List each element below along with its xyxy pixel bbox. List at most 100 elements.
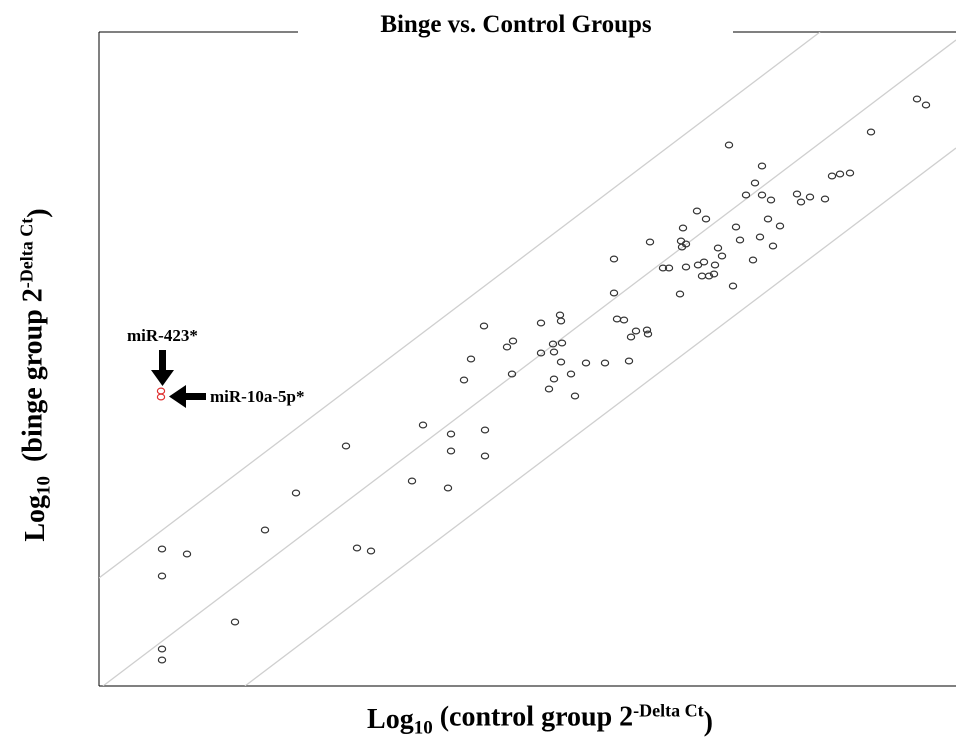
point (631, 327, 641, 335)
point (446, 447, 456, 455)
point (570, 392, 580, 400)
point (731, 223, 741, 231)
point (921, 101, 931, 109)
point (750, 179, 760, 187)
label-part: ) (22, 208, 53, 217)
point (556, 358, 566, 366)
point (157, 656, 167, 664)
point (156, 387, 166, 395)
point (156, 393, 166, 401)
point (658, 264, 668, 272)
point (845, 169, 855, 177)
point (757, 162, 767, 170)
point (536, 349, 546, 357)
point (502, 343, 512, 351)
lower-threshold (244, 147, 956, 686)
point (713, 244, 723, 252)
label-part: Log (20, 495, 51, 542)
point (609, 255, 619, 263)
point (182, 550, 192, 558)
point (709, 270, 719, 278)
point (701, 215, 711, 223)
points (156, 95, 931, 664)
x-axis-label: Log10 (control group 2-Delta Ct) (367, 700, 713, 738)
point (548, 340, 558, 348)
point (755, 233, 765, 241)
point (796, 198, 806, 206)
point (341, 442, 351, 450)
point (664, 264, 674, 272)
reference-lines (99, 32, 956, 686)
point (366, 547, 376, 555)
point (507, 370, 517, 378)
label-part: (binge group 2 (17, 288, 48, 476)
point (480, 426, 490, 434)
point (549, 375, 559, 383)
point (556, 317, 566, 325)
label-part: ) (704, 706, 713, 737)
point (624, 357, 634, 365)
point (728, 282, 738, 290)
point (555, 311, 565, 319)
point (704, 272, 714, 280)
label-part: -Delta Ct (633, 700, 703, 720)
point (459, 376, 469, 384)
point (866, 128, 876, 136)
point (642, 326, 652, 334)
point (508, 337, 518, 345)
annotation: miR-423* (127, 326, 198, 345)
arrow-shaft (159, 350, 166, 372)
point (612, 315, 622, 323)
y-axis-label: Log10 (binge group 2-Delta Ct) (16, 208, 54, 541)
point (157, 545, 167, 553)
point (536, 319, 546, 327)
point (792, 190, 802, 198)
chart-title: Binge vs. Control Groups (380, 11, 652, 38)
point (735, 236, 745, 244)
point (757, 191, 767, 199)
point (717, 252, 727, 260)
point (645, 238, 655, 246)
point (291, 489, 301, 497)
annotation: miR-10a-5p* (210, 387, 304, 406)
point (681, 263, 691, 271)
arrow-head (151, 370, 174, 386)
point (479, 322, 489, 330)
point (446, 430, 456, 438)
point (566, 370, 576, 378)
arrow-shaft (184, 393, 206, 400)
point (581, 359, 591, 367)
point (443, 484, 453, 492)
point (678, 224, 688, 232)
point (805, 193, 815, 201)
point (407, 477, 417, 485)
point (418, 421, 428, 429)
point (352, 544, 362, 552)
point (643, 330, 653, 338)
point (692, 207, 702, 215)
point (230, 618, 240, 626)
point (775, 222, 785, 230)
point (157, 645, 167, 653)
point (544, 385, 554, 393)
point (768, 242, 778, 250)
point (912, 95, 922, 103)
point (600, 359, 610, 367)
label-part: 10 (34, 476, 55, 495)
arrows (151, 350, 206, 408)
point (748, 256, 758, 264)
upper-threshold (99, 32, 821, 579)
point (466, 355, 476, 363)
point (619, 316, 629, 324)
point (557, 339, 567, 347)
point (724, 141, 734, 149)
point (763, 215, 773, 223)
point (697, 272, 707, 280)
point (157, 572, 167, 580)
point (835, 170, 845, 178)
point (827, 172, 837, 180)
label-part: 10 (414, 718, 433, 738)
point (626, 333, 636, 341)
arrow-head (169, 385, 186, 408)
